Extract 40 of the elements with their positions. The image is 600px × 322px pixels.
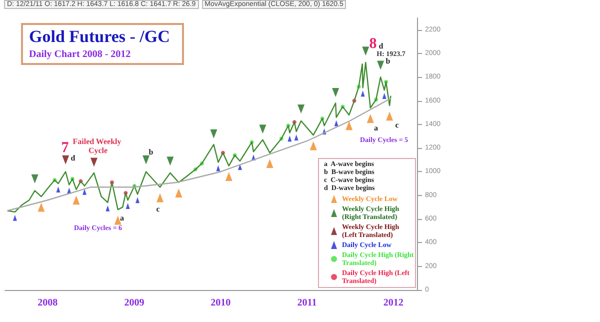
- point: [72, 196, 80, 205]
- annotation: 8: [369, 36, 377, 52]
- annotation: a: [374, 124, 378, 132]
- annotation: Failed Weekly Cycle: [72, 137, 124, 155]
- point: [31, 174, 38, 184]
- point: [166, 156, 174, 166]
- x-tick-label: 2012: [383, 298, 404, 308]
- x-tick-label: 2011: [297, 298, 317, 308]
- point: [298, 104, 305, 114]
- x-tick-label: 2009: [124, 298, 144, 308]
- point: [38, 202, 45, 212]
- point: [156, 193, 164, 202]
- point: [90, 158, 98, 167]
- annotation: d: [70, 154, 76, 162]
- point: [346, 121, 353, 130]
- point: [366, 114, 374, 124]
- point: [175, 188, 182, 198]
- point: [114, 216, 122, 225]
- point: [332, 88, 340, 98]
- annotation: c: [156, 204, 160, 214]
- text: Gold Futures - /GC: [29, 27, 170, 47]
- annotation: b: [386, 56, 391, 66]
- annotation: 7: [61, 140, 70, 156]
- point: [142, 155, 150, 164]
- point: [210, 129, 218, 138]
- annotation: c: [395, 120, 400, 130]
- point: [225, 172, 232, 181]
- point: [386, 112, 394, 121]
- annotation: a: [120, 214, 124, 222]
- point: [62, 155, 70, 164]
- x-tick-label: 2008: [38, 298, 58, 308]
- annotation: d: [378, 42, 384, 50]
- text: Daily Chart 2008 - 2012: [29, 49, 132, 60]
- point: [310, 141, 317, 150]
- point: [259, 124, 266, 134]
- point: [266, 158, 274, 168]
- point: [362, 46, 370, 56]
- x-tick-label: 2010: [210, 298, 231, 308]
- point: [377, 60, 384, 70]
- annotation: b: [148, 148, 154, 156]
